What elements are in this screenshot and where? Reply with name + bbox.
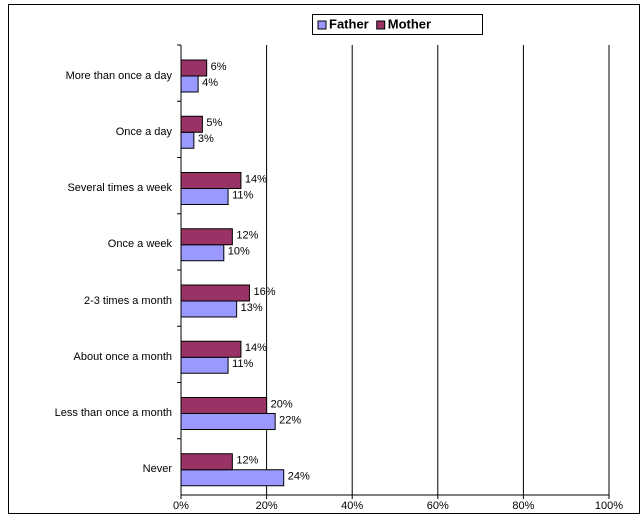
y-tick-label: 2-3 times a month: [10, 280, 172, 322]
bar: [180, 300, 238, 318]
category-text: More than once a day: [65, 69, 172, 82]
data-label: 10%: [228, 246, 250, 258]
data-label: 3%: [198, 133, 214, 145]
data-label: 6%: [211, 61, 227, 73]
category-text: Once a week: [107, 238, 172, 251]
bar: [180, 469, 285, 487]
y-tick-label: Never: [10, 449, 172, 491]
category-text: 2-3 times a month: [83, 294, 172, 307]
bar: [180, 340, 242, 358]
bar: [180, 59, 208, 77]
data-label: 12%: [236, 455, 258, 467]
bar: [180, 413, 276, 430]
bar: [180, 284, 250, 302]
x-tick-label: 40%: [341, 500, 363, 512]
data-label: 24%: [288, 471, 310, 483]
bar: [180, 172, 242, 189]
data-label: 13%: [241, 302, 263, 314]
data-label: 11%: [232, 189, 253, 201]
y-tick-label: Several times a week: [10, 168, 172, 210]
bar: [180, 188, 229, 205]
chart-border: [8, 4, 640, 514]
data-label: 5%: [206, 117, 222, 129]
y-tick-label: More than once a day: [10, 55, 172, 97]
y-tick-label: Less than once a month: [10, 393, 172, 435]
data-label: 22%: [279, 414, 301, 426]
bar: [180, 244, 225, 262]
x-tick-label: 60%: [427, 500, 449, 512]
legend-box: [312, 14, 483, 35]
bar: [180, 228, 233, 246]
y-tick-label: Once a day: [10, 111, 172, 153]
bar: [180, 75, 199, 93]
data-label: 14%: [245, 173, 267, 185]
category-text: Several times a week: [67, 182, 172, 194]
legend-label: Mother: [388, 16, 431, 31]
legend-swatch: [376, 20, 386, 30]
category-text: Once a day: [115, 125, 172, 138]
data-label: 16%: [253, 286, 275, 298]
x-tick-label: 0%: [173, 500, 189, 512]
bar: [180, 453, 233, 471]
y-tick-label: Once a week: [10, 224, 172, 266]
data-label: 4%: [202, 77, 218, 89]
data-label: 12%: [236, 230, 258, 242]
data-label: 14%: [245, 342, 267, 354]
category-text: About once a month: [73, 350, 172, 363]
legend-swatch: [317, 20, 327, 30]
x-tick-label: 100%: [595, 500, 623, 512]
category-text: Never: [142, 463, 172, 476]
data-label: 11%: [232, 358, 253, 370]
y-tick-label: About once a month: [10, 336, 172, 378]
x-tick-label: 20%: [256, 500, 278, 512]
category-text: Less than once a month: [54, 407, 172, 419]
bar: [180, 397, 268, 414]
x-tick-label: 80%: [512, 500, 534, 512]
bar: [180, 356, 229, 374]
legend-label: Father: [329, 16, 369, 31]
bar: [180, 115, 203, 133]
bar: [180, 131, 195, 149]
data-label: 20%: [271, 398, 293, 410]
